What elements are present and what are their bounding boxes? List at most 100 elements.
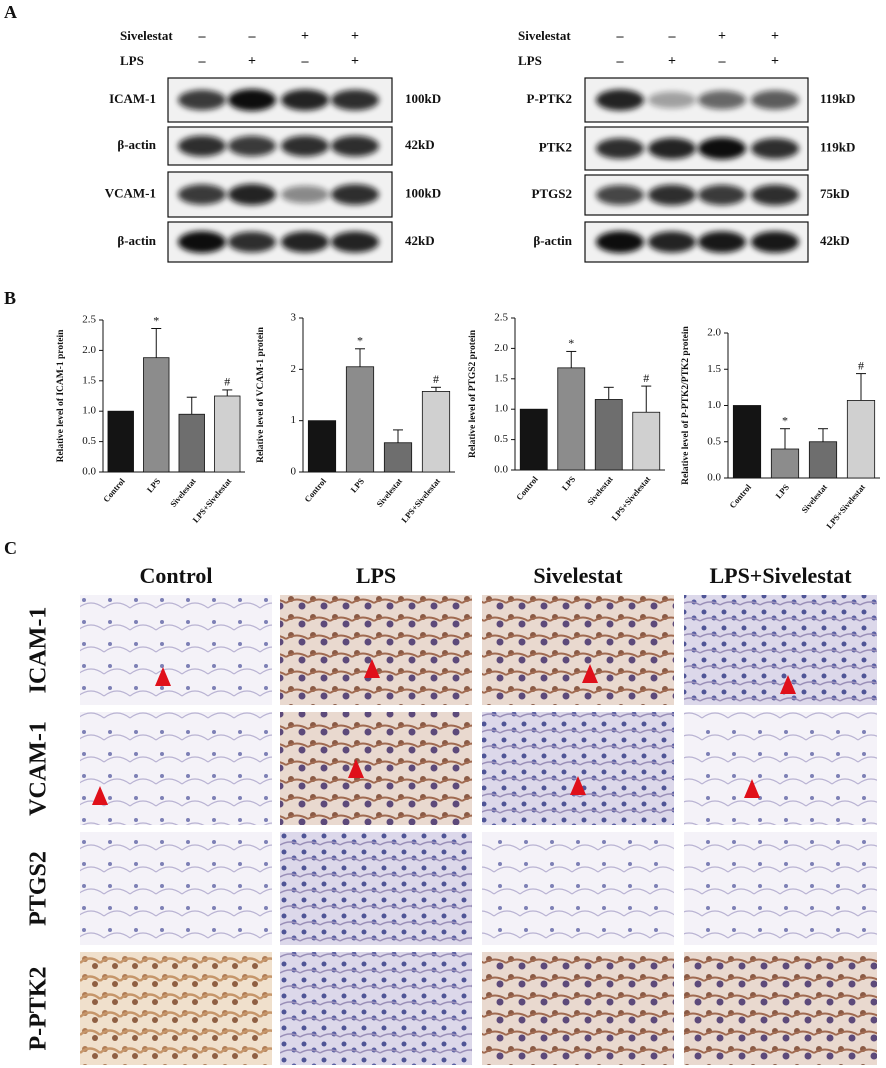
protein-label: β-actin [117,233,156,248]
treatment-label: LPS [518,53,542,68]
blot-band [648,231,696,253]
histology-image [482,832,674,945]
y-axis-label: Relative level of PTGS2 protein [468,329,478,458]
treatment-sign: – [198,54,207,69]
histology-image [280,595,472,705]
x-tick-label: LPS [560,474,578,493]
protein-label: PTK2 [539,139,572,154]
arrowhead [155,667,171,686]
y-tick-label: 2.5 [82,314,96,326]
treatment-sign: + [301,29,309,44]
histology-image [80,952,272,1065]
blot-band [596,89,644,111]
protein-label: β-actin [117,137,156,152]
x-tick-label: LPS+Sivelestat [609,474,652,523]
y-tick-label: 1 [291,414,297,426]
histology-image [684,952,877,1065]
bar [307,420,337,473]
treatment-sign: – [301,54,310,69]
row-header: VCAM-1 [26,721,52,816]
blot-band [751,231,799,253]
blot-band [281,135,329,157]
protein-label: P-PTK2 [527,91,573,106]
column-header: LPS+Sivelestat [709,563,852,588]
blot-band [751,184,799,206]
histology-image [684,712,877,825]
blot-band [228,135,276,157]
bar [732,405,762,479]
treatment-label: Sivelestat [120,28,173,43]
histology-image [80,595,272,705]
x-tick-label: LPS+Sivelestat [399,476,442,525]
x-tick-label: Control [101,476,127,505]
histology-image [280,832,472,945]
size-label: 42kD [820,233,850,248]
blot-band [228,183,276,206]
bar [557,367,586,471]
column-header: Sivelestat [533,563,623,588]
arrowhead [744,779,760,798]
bar [383,442,413,473]
x-tick-label: Sivelestat [799,482,829,515]
row-header: ICAM-1 [26,607,52,694]
significance-mark: * [153,313,159,327]
y-tick-label: 0.5 [707,435,721,447]
blot-band [648,91,696,109]
panel-label: B [4,288,16,308]
arrowhead [780,675,796,694]
bar [632,411,661,471]
y-axis-label: Relative level of P-PTK2/PTK2 protein [681,325,691,484]
bar [107,410,134,473]
treatment-sign: + [668,54,676,69]
arrowhead [582,664,598,683]
treatment-sign: + [351,29,359,44]
x-tick-label: LPS [145,476,163,495]
treatment-sign: – [668,29,677,44]
bar [846,400,876,479]
y-tick-label: 1.5 [707,363,721,375]
significance-mark: # [643,371,649,385]
blot-band [178,89,226,111]
size-label: 42kD [405,137,435,152]
y-tick-label: 2.0 [82,344,96,356]
histology-image [482,712,674,825]
y-tick-label: 0.0 [82,466,96,478]
histology-image [684,595,877,705]
y-tick-label: 0.5 [494,433,508,445]
column-header: LPS [356,563,396,588]
x-tick-label: Sivelestat [168,476,198,509]
treatment-sign: + [771,54,779,69]
y-tick-label: 2 [291,363,297,375]
blot-band [331,89,379,111]
histology-image [482,952,674,1065]
y-axis-label: Relative level of VCAM-1 protein [256,326,266,462]
blot-band [596,138,644,159]
blot-band [281,185,329,204]
protein-label: β-actin [533,233,572,248]
significance-mark: * [568,336,574,350]
treatment-sign: + [771,29,779,44]
bar [214,395,241,473]
bar [345,366,375,473]
x-tick-label: LPS [773,482,791,501]
size-label: 100kD [405,185,441,200]
size-label: 119kD [820,139,855,154]
blot-band [596,185,644,205]
treatment-sign: + [718,29,726,44]
blot-band [751,90,799,110]
histology-image [280,712,472,825]
bar [421,391,451,473]
histology-image [482,595,674,705]
treatment-label: LPS [120,53,144,68]
y-tick-label: 1.0 [707,399,721,411]
treatment-sign: + [351,54,359,69]
arrowhead [570,776,586,795]
bar [143,357,170,473]
size-label: 75kD [820,186,850,201]
significance-mark: * [357,334,363,348]
histology-image [80,712,272,825]
treatment-sign: – [248,29,257,44]
blot-band [331,135,379,157]
treatment-sign: + [248,54,256,69]
treatment-sign: – [198,29,207,44]
